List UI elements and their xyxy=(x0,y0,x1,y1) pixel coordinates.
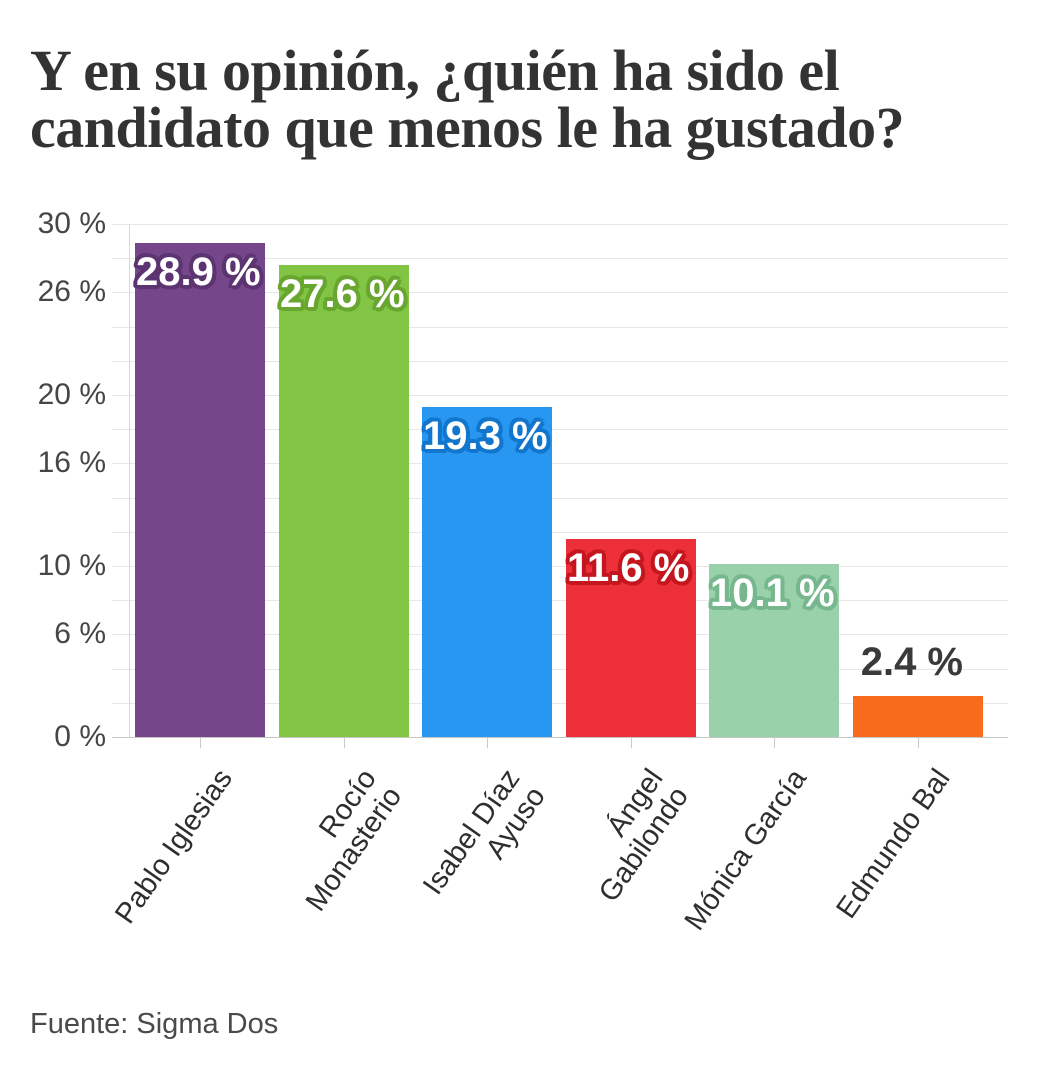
value-label: 19.3 % xyxy=(423,414,548,458)
x-axis-category-label: Mónica García xyxy=(679,763,814,937)
gridline xyxy=(112,361,1008,362)
gridline xyxy=(112,600,1008,601)
source-note: Fuente: Sigma Dos xyxy=(30,1008,279,1040)
bar-pablo-iglesias xyxy=(135,243,265,737)
x-axis-tick xyxy=(487,737,488,748)
value-label: 10.1 % xyxy=(710,571,835,615)
y-axis-tick-label: 10 % xyxy=(37,549,106,582)
gridline xyxy=(112,498,1008,499)
chart-title: Y en su opinión, ¿quién ha sido el candi… xyxy=(30,38,905,160)
value-label: 27.6 % xyxy=(280,272,405,316)
gridline xyxy=(112,327,1008,328)
x-axis-baseline xyxy=(112,737,1008,738)
y-axis-tick-label: 20 % xyxy=(37,378,106,411)
y-axis-tick-label: 16 % xyxy=(37,446,106,479)
x-axis-tick xyxy=(344,737,345,748)
gridline xyxy=(112,669,1008,670)
gridline xyxy=(112,532,1008,533)
x-axis-category-label: Pablo Iglesias xyxy=(109,763,240,930)
gridline xyxy=(112,566,1008,567)
x-axis-tick xyxy=(774,737,775,748)
gridline xyxy=(112,429,1008,430)
value-label: 28.9 % xyxy=(136,250,261,294)
y-axis-tick-label: 30 % xyxy=(37,207,106,240)
gridline xyxy=(112,292,1008,293)
x-axis-tick xyxy=(918,737,919,748)
gridline xyxy=(112,634,1008,635)
x-axis-tick xyxy=(200,737,201,748)
bar-mónica-garcía xyxy=(709,564,839,737)
value-label: 2.4 % xyxy=(860,640,964,684)
gridline xyxy=(112,395,1008,396)
gridline xyxy=(112,258,1008,259)
bar-isabel-díaz-ayuso xyxy=(422,407,552,737)
x-axis-tick xyxy=(631,737,632,748)
bar-rocío-monasterio xyxy=(279,265,409,737)
gridline xyxy=(112,703,1008,704)
y-axis-line xyxy=(129,224,130,737)
bar-edmundo-bal xyxy=(853,696,983,737)
y-axis-tick-label: 26 % xyxy=(37,275,106,308)
gridline xyxy=(112,463,1008,464)
y-axis-tick-label: 6 % xyxy=(54,617,106,650)
bar-ángel-gabilondo xyxy=(566,539,696,737)
y-axis-tick-label: 0 % xyxy=(54,720,106,753)
gridline xyxy=(112,224,1008,225)
x-axis-category-label: Isabel Díaz Ayuso xyxy=(416,763,552,901)
x-axis-category-label: Ángel Gabilondo xyxy=(592,763,695,908)
value-label: 11.6 % xyxy=(567,546,690,590)
x-axis-category-label: Rocío Monasterio xyxy=(299,763,408,918)
x-axis-category-label: Edmundo Bal xyxy=(830,763,957,925)
